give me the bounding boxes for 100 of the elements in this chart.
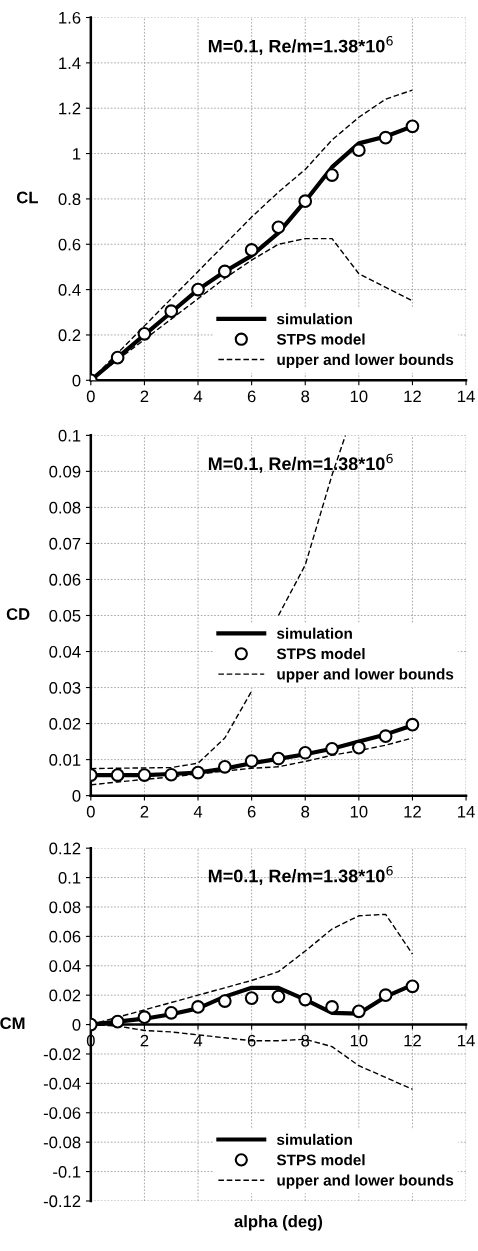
y-tick-label: 0.09 xyxy=(49,465,81,478)
y-tick-label: -0.12 xyxy=(43,1195,81,1208)
y-tick-label: 0.04 xyxy=(49,645,81,658)
x-tick-label: 0 xyxy=(86,390,95,403)
x-axis-title: alpha (deg) xyxy=(234,1215,323,1231)
point xyxy=(351,1004,366,1019)
x-tick-label: 2 xyxy=(140,805,149,818)
legend-label: upper and lower bounds xyxy=(277,1174,454,1189)
y-tick-label: 1 xyxy=(73,148,81,160)
y-tick-label: 0.06 xyxy=(49,930,81,943)
point xyxy=(298,992,313,1007)
x-tick-label: 12 xyxy=(404,805,421,818)
y-tick-label: -0.04 xyxy=(43,1077,81,1090)
text: M=0.1, Re/m=1.38*10$^{6}$ xyxy=(208,453,393,473)
y-tick-label: 1.6 xyxy=(59,11,81,24)
legend-label: STPS model xyxy=(276,648,365,660)
point xyxy=(244,754,259,768)
y-tick-label: 0.02 xyxy=(49,717,81,730)
y-tick-label: -0.02 xyxy=(43,1048,81,1061)
x-tick-label: 4 xyxy=(193,805,203,818)
x-tick-label: 10 xyxy=(350,1034,368,1047)
y-tick-label: 0.8 xyxy=(58,193,81,206)
y-tick-label: 0.07 xyxy=(49,537,81,550)
x-tick-label: 14 xyxy=(458,390,475,403)
point xyxy=(298,194,313,209)
legend-label: simulation xyxy=(276,1133,352,1146)
point xyxy=(405,717,420,732)
x-tick-label: 4 xyxy=(193,1034,203,1047)
y-tick-label: 0.08 xyxy=(49,901,81,914)
legend-label: simulation xyxy=(276,627,352,639)
point xyxy=(325,741,339,756)
legend-label: STPS model xyxy=(276,333,365,345)
point xyxy=(405,119,420,134)
x-tick-label: 12 xyxy=(404,1034,421,1047)
point xyxy=(378,988,393,1003)
point xyxy=(325,1000,339,1014)
point xyxy=(378,729,393,744)
y-tick-label: 0.2 xyxy=(58,329,81,342)
legend-label: simulation xyxy=(276,313,352,325)
x-tick-label: 2 xyxy=(140,1034,149,1047)
y-axis-title: CM xyxy=(0,1017,25,1030)
y-tick-label: 0 xyxy=(72,790,81,802)
y-tick-label: 0.06 xyxy=(49,573,81,586)
point xyxy=(405,979,420,994)
x-tick-label: 14 xyxy=(458,805,475,818)
point xyxy=(137,326,152,341)
point xyxy=(217,759,232,774)
legend-label: STPS model xyxy=(276,1154,365,1166)
y-tick-label: 0.6 xyxy=(58,238,81,251)
y-tick-label: 0.1 xyxy=(58,871,81,884)
x-tick-label: 6 xyxy=(247,805,256,818)
y-axis-title: CL xyxy=(16,191,38,204)
point xyxy=(164,1005,179,1020)
x-tick-label: 10 xyxy=(350,805,368,818)
y-tick-label: 0.02 xyxy=(49,989,81,1002)
y-tick-label: 0.04 xyxy=(49,960,81,972)
point xyxy=(191,765,205,780)
x-tick-label: 6 xyxy=(247,390,256,403)
y-tick-label: 0.08 xyxy=(49,501,81,514)
point xyxy=(351,740,366,755)
y-tick-label: 0.4 xyxy=(58,284,81,296)
point xyxy=(164,767,179,782)
x-tick-label: 8 xyxy=(301,390,310,403)
y-tick-label: 0.05 xyxy=(49,609,81,622)
point xyxy=(217,264,232,279)
point xyxy=(137,1010,152,1025)
text: M=0.1, Re/m=1.38*10$^{6}$ xyxy=(208,865,393,885)
point xyxy=(191,1000,205,1014)
y-tick-label: 0.01 xyxy=(49,754,81,766)
point xyxy=(271,751,286,766)
y-tick-label: 0.1 xyxy=(58,429,81,442)
y-tick-label: 0 xyxy=(72,374,81,387)
x-tick-label: 2 xyxy=(140,390,149,403)
point xyxy=(164,304,179,318)
point xyxy=(271,220,286,235)
y-tick-label: -0.08 xyxy=(43,1136,81,1149)
y-tick-label: -0.06 xyxy=(43,1107,81,1119)
point xyxy=(325,168,339,182)
y-tick-label: 0.03 xyxy=(49,681,81,694)
point xyxy=(298,745,313,760)
text: M=0.1, Re/m=1.38*10$^{6}$ xyxy=(208,36,393,56)
y-axis-title: CD xyxy=(6,608,30,620)
point xyxy=(110,1014,125,1029)
point xyxy=(110,350,125,365)
point xyxy=(351,143,366,158)
y-tick-label: 1.4 xyxy=(59,57,81,69)
point xyxy=(378,130,393,145)
point xyxy=(244,991,259,1005)
y-tick-label: 1.2 xyxy=(59,102,81,115)
x-tick-label: 4 xyxy=(193,390,203,403)
point xyxy=(271,989,286,1004)
x-tick-label: 0 xyxy=(86,805,95,818)
x-tick-label: 10 xyxy=(350,390,368,403)
point xyxy=(191,282,205,297)
point xyxy=(217,994,232,1008)
point xyxy=(244,243,259,257)
x-tick-label: 12 xyxy=(404,390,421,403)
y-tick-label: 0 xyxy=(72,1018,81,1031)
y-tick-label: -0.1 xyxy=(53,1165,81,1178)
point xyxy=(137,768,152,782)
